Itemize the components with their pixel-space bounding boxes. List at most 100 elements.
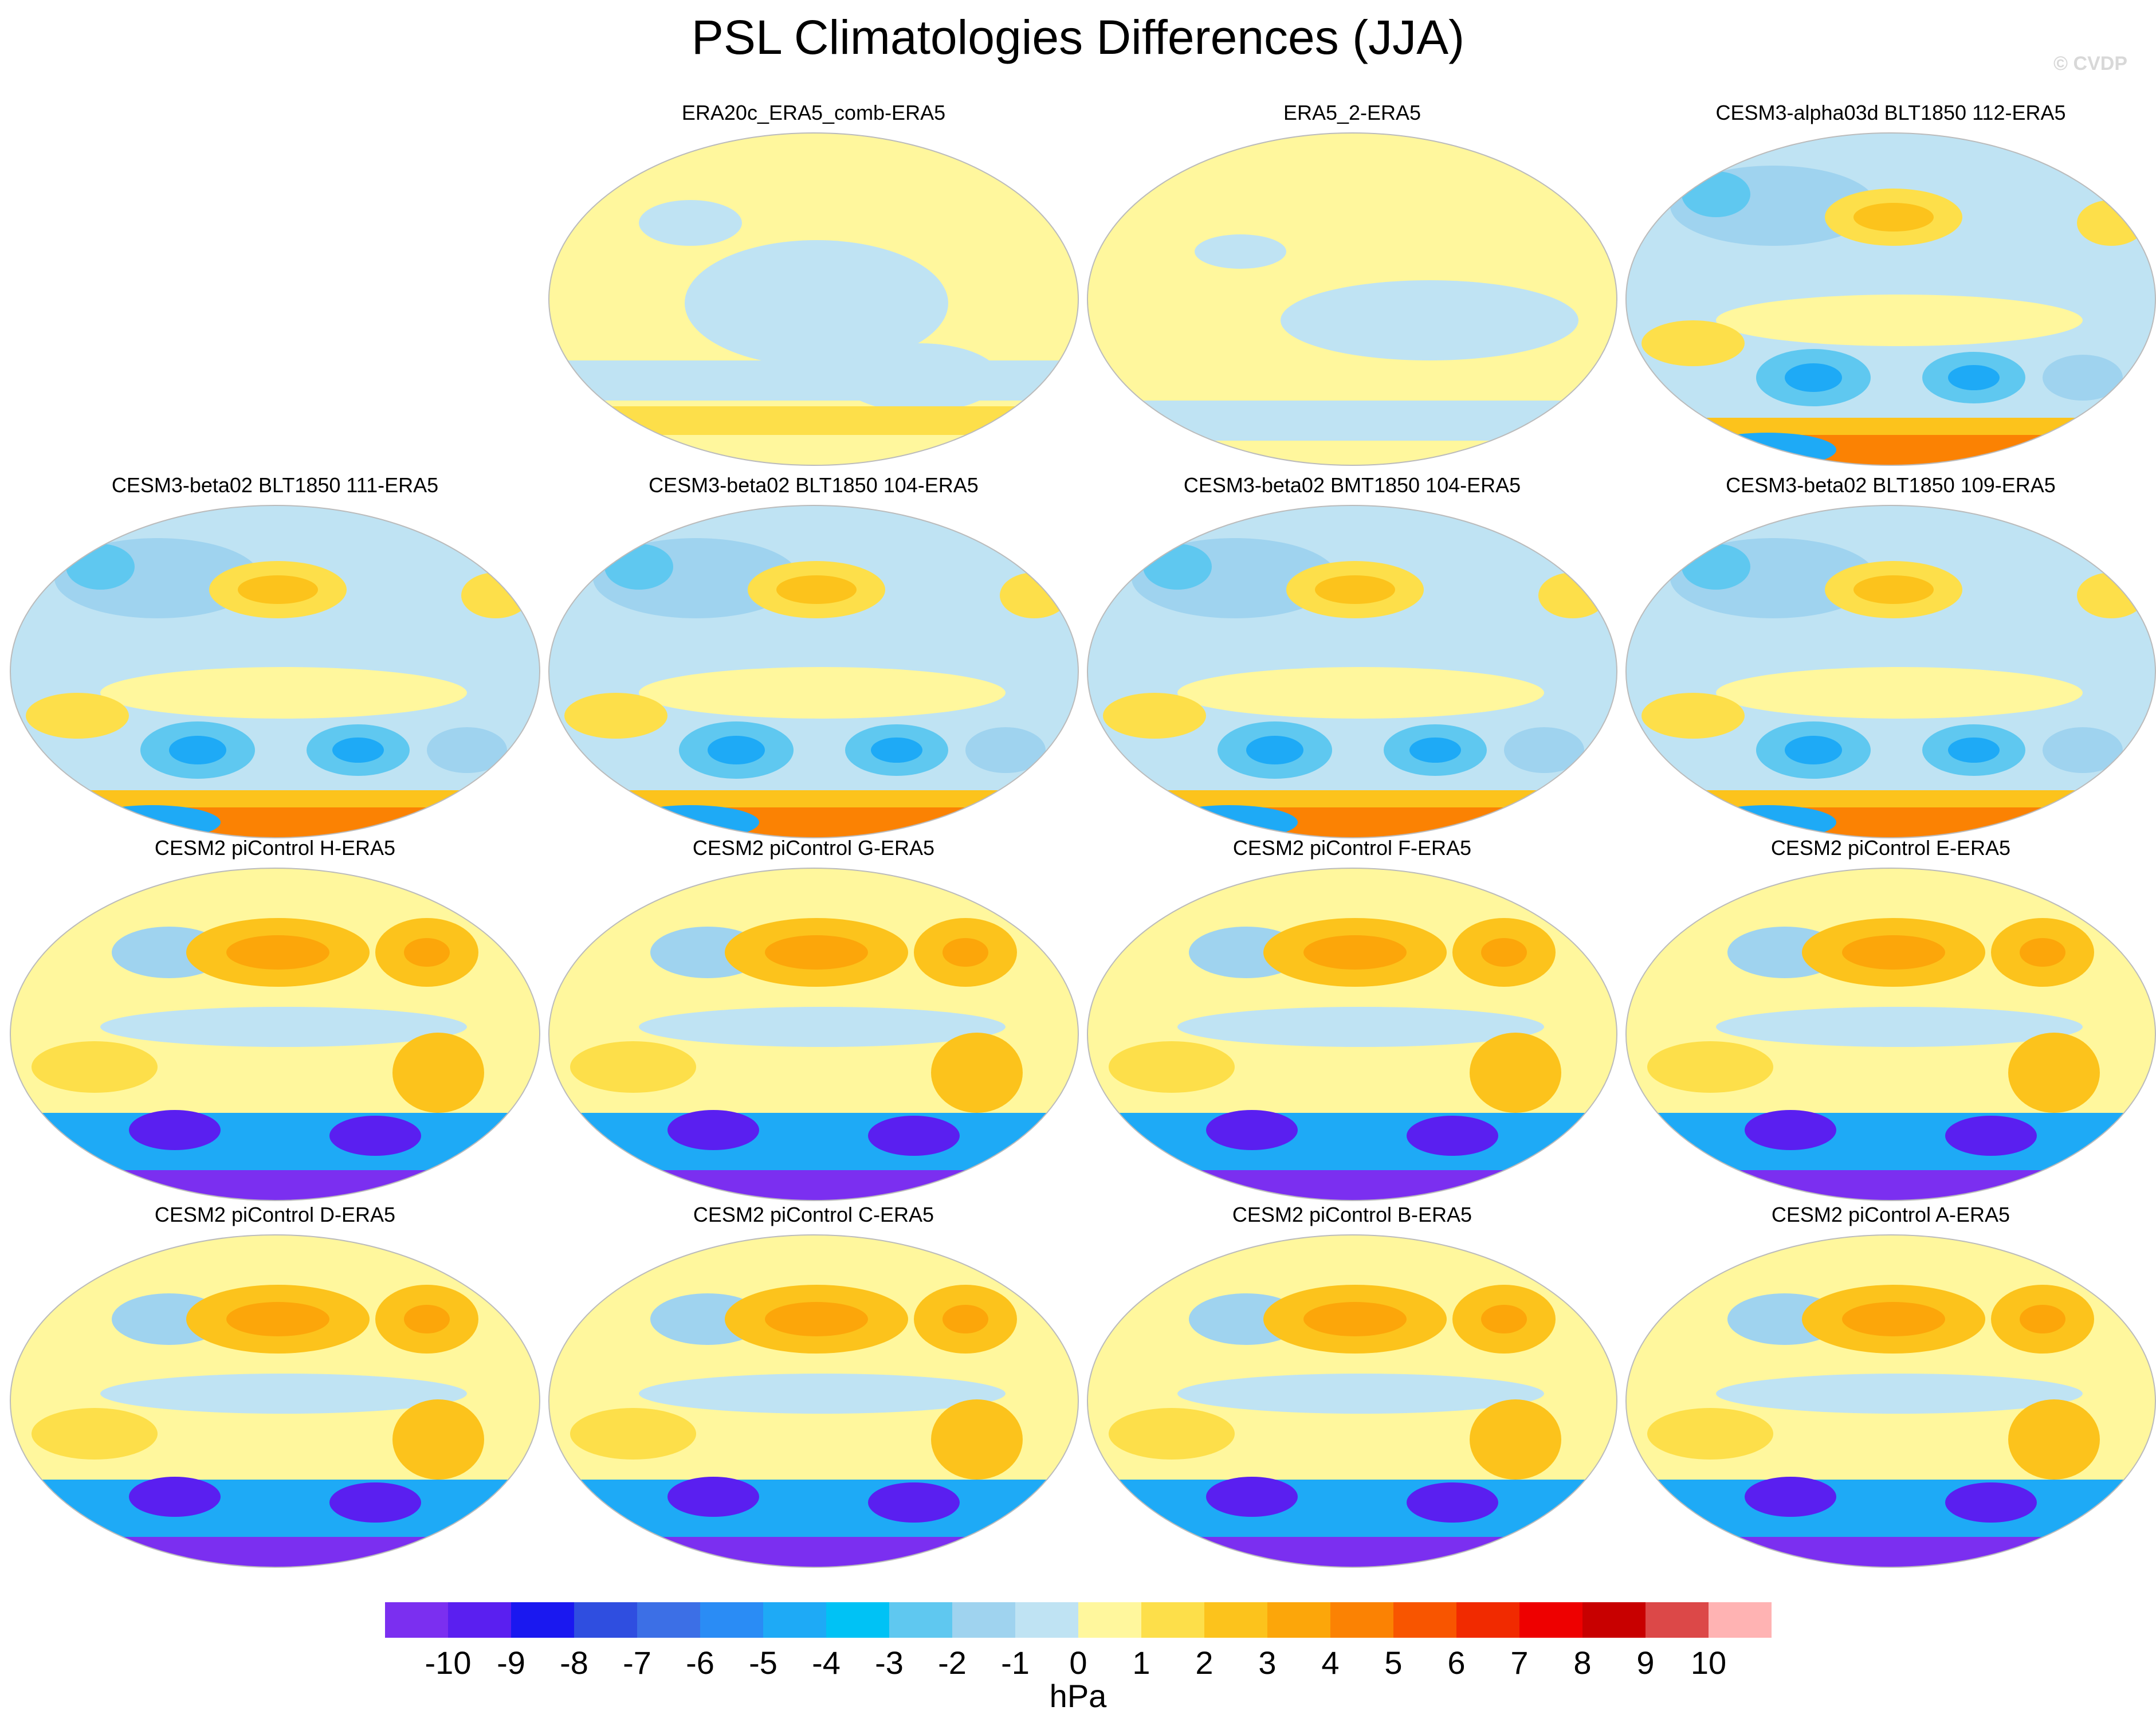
- colorbar-tick-label: -8: [560, 1645, 588, 1681]
- southern-low-east-core: [1948, 738, 2000, 763]
- south-atlantic-high: [1470, 1033, 1561, 1113]
- colorbar-tick-label: 3: [1258, 1645, 1277, 1681]
- colorbar-tick-label: 2: [1195, 1645, 1214, 1681]
- colorbar-tick-label: -4: [812, 1645, 841, 1681]
- colorbar-tick-label: -1: [1001, 1645, 1030, 1681]
- robinson-map: [1625, 1234, 2156, 1568]
- southern-strong-low-east: [1407, 1116, 1498, 1156]
- colorbar-tick-label: 0: [1069, 1645, 1087, 1681]
- asia-strong-negative-region: [1682, 171, 1750, 217]
- atlantic-high-core: [1481, 938, 1527, 967]
- indian-ocean-positive-region: [1103, 693, 1206, 739]
- asia-strong-negative-region: [1682, 544, 1750, 590]
- southern-low-east-core: [1948, 365, 2000, 390]
- antarctic-strong-negative-band: [1087, 1537, 1617, 1567]
- indian-ocean-positive-region: [1647, 1041, 1773, 1093]
- robinson-map: [10, 505, 540, 838]
- antarctic-strong-negative-band: [1087, 1170, 1617, 1201]
- atlantic-high-core: [404, 1305, 450, 1333]
- north-pacific-high-core: [1303, 1302, 1407, 1336]
- antarctic-strong-positive-band: [1087, 807, 1617, 838]
- colorbar-tick-label: -10: [425, 1645, 472, 1681]
- robinson-map: [1625, 132, 2156, 466]
- pacific-negative-region: [685, 240, 948, 366]
- colorbar-box: [952, 1602, 1015, 1638]
- psl-difference-field: [10, 1235, 540, 1567]
- map-panel: CESM2 piControl A-ERA5: [1624, 1202, 2156, 1569]
- southern-low-atlantic: [2043, 355, 2123, 401]
- colorbar-box: [637, 1602, 700, 1638]
- antarctic-negative-patch: [1699, 433, 1836, 465]
- tropical-negative-band: [1716, 1374, 2083, 1414]
- antarctic-strong-negative-band: [1626, 1537, 2155, 1567]
- panel-title: CESM2 piControl H-ERA5: [154, 836, 396, 860]
- panel-title: CESM2 piControl F-ERA5: [1232, 836, 1472, 860]
- antarctic-negative-patch: [622, 805, 759, 838]
- southern-strong-low-east: [329, 1116, 421, 1156]
- robinson-map: [10, 1234, 540, 1568]
- colorbar-box: [1456, 1602, 1519, 1638]
- colorbar-box: [1709, 1602, 1772, 1638]
- map-panel: ERA20c_ERA5_comb-ERA5: [547, 100, 1080, 467]
- southern-strong-low-west: [1206, 1477, 1298, 1517]
- map-outline: [10, 1234, 540, 1568]
- figure-title: PSL Climatologies Differences (JJA): [691, 10, 1465, 64]
- antarctic-band: [1087, 444, 1617, 465]
- southern-strong-low-west: [129, 1110, 221, 1150]
- southern-low-west-core: [708, 736, 765, 764]
- panel-title: CESM2 piControl D-ERA5: [154, 1203, 396, 1226]
- southern-strong-low-east: [1407, 1482, 1498, 1523]
- psl-difference-field: [1626, 133, 2155, 465]
- atlantic-high-core: [942, 1305, 988, 1333]
- southern-low-east-core: [1409, 738, 1461, 763]
- map-outline: [548, 1234, 1079, 1568]
- north-pacific-high-core: [1842, 935, 1945, 970]
- panel-title: ERA5_2-ERA5: [1283, 101, 1421, 124]
- southern-ocean-negative-band: [1087, 401, 1617, 441]
- colorbar-box: [1015, 1602, 1078, 1638]
- north-pacific-high-core: [776, 575, 857, 604]
- map-panel: CESM2 piControl H-ERA5: [9, 835, 541, 1202]
- antarctic-negative-patch: [1160, 805, 1298, 838]
- panel-title: CESM2 piControl B-ERA5: [1232, 1203, 1472, 1226]
- southern-strong-low-west: [667, 1110, 759, 1150]
- psl-difference-field: [549, 868, 1078, 1201]
- colorbar-box: [1078, 1602, 1141, 1638]
- southern-low-east-core: [332, 738, 384, 763]
- psl-difference-field: [549, 133, 1078, 465]
- indian-ocean-positive-region: [1647, 1408, 1773, 1460]
- tropical-negative-band: [1177, 1374, 1544, 1414]
- colorbar-tick-label: -2: [938, 1645, 967, 1681]
- panel-title: CESM2 piControl C-ERA5: [693, 1203, 934, 1226]
- panel-title: CESM2 piControl E-ERA5: [1770, 836, 2011, 860]
- indian-ocean-positive-region: [570, 1041, 696, 1093]
- robinson-map: [1625, 868, 2156, 1201]
- robinson-map: [1087, 1234, 1617, 1568]
- panel-title: CESM3-beta02 BLT1850 109-ERA5: [1726, 473, 2056, 497]
- colorbar-tick-label: -3: [875, 1645, 904, 1681]
- antarctic-negative-patch: [83, 805, 221, 838]
- antarctic-positive-band: [549, 406, 1078, 435]
- tropical-negative-band: [100, 1007, 467, 1047]
- panel-title: CESM3-alpha03d BLT1850 112-ERA5: [1715, 101, 2066, 124]
- colorbar-tick-label: 6: [1447, 1645, 1466, 1681]
- panel-title: CESM3-beta02 BLT1850 111-ERA5: [111, 473, 439, 497]
- indian-ocean-positive-region: [570, 1408, 696, 1460]
- robinson-map: [10, 868, 540, 1201]
- map-outline: [1087, 1234, 1617, 1568]
- asia-negative-region: [639, 200, 742, 246]
- map-outline: [1625, 132, 2156, 466]
- south-atlantic-high: [2008, 1399, 2100, 1480]
- colorbar-box: [1267, 1602, 1330, 1638]
- map-outline: [10, 868, 540, 1201]
- southern-strong-low-west: [1745, 1477, 1836, 1517]
- north-pacific-high-core: [1853, 575, 1934, 604]
- watermark: © CVDP: [2053, 53, 2127, 74]
- colorbar-box: [1582, 1602, 1646, 1638]
- north-pacific-high-core: [238, 575, 318, 604]
- colorbar-tick-label: 10: [1690, 1645, 1727, 1681]
- map-outline: [548, 132, 1079, 466]
- colorbar-tick-label: 9: [1636, 1645, 1655, 1681]
- atlantic-high-core: [1481, 1305, 1527, 1333]
- southern-low-atlantic: [965, 727, 1046, 773]
